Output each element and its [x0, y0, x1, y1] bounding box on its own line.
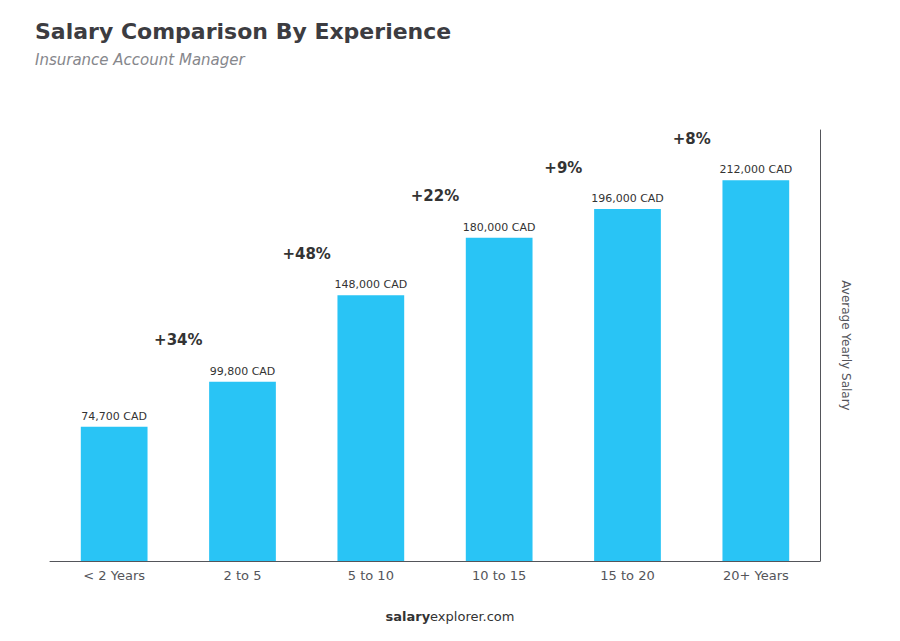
svg-text:5 to 10: 5 to 10	[348, 568, 394, 583]
svg-text:196,000 CAD: 196,000 CAD	[591, 192, 664, 205]
svg-text:+8%: +8%	[673, 130, 711, 148]
svg-text:148,000 CAD: 148,000 CAD	[334, 278, 407, 291]
svg-text:2 to 5: 2 to 5	[224, 568, 262, 583]
svg-text:99,800 CAD: 99,800 CAD	[210, 365, 276, 378]
svg-text:+22%: +22%	[411, 187, 459, 205]
svg-text:salary: salary	[385, 609, 430, 624]
svg-text:+9%: +9%	[544, 159, 582, 177]
svg-text:212,000 CAD: 212,000 CAD	[719, 163, 792, 176]
svg-text:+34%: +34%	[154, 331, 202, 349]
svg-text:< 2 Years: < 2 Years	[83, 568, 145, 583]
svg-text:Salary Comparison By Experienc: Salary Comparison By Experience	[35, 19, 451, 44]
svg-text:180,000 CAD: 180,000 CAD	[463, 221, 536, 234]
svg-text:+48%: +48%	[282, 245, 330, 263]
svg-text:20+ Years: 20+ Years	[723, 568, 789, 583]
svg-text:explorer.com: explorer.com	[430, 609, 514, 624]
svg-text:Average Yearly Salary: Average Yearly Salary	[839, 280, 853, 410]
svg-text:74,700 CAD: 74,700 CAD	[81, 410, 147, 423]
svg-text:Insurance Account Manager: Insurance Account Manager	[35, 51, 246, 69]
svg-text:10 to 15: 10 to 15	[472, 568, 526, 583]
svg-text:15 to 20: 15 to 20	[600, 568, 654, 583]
